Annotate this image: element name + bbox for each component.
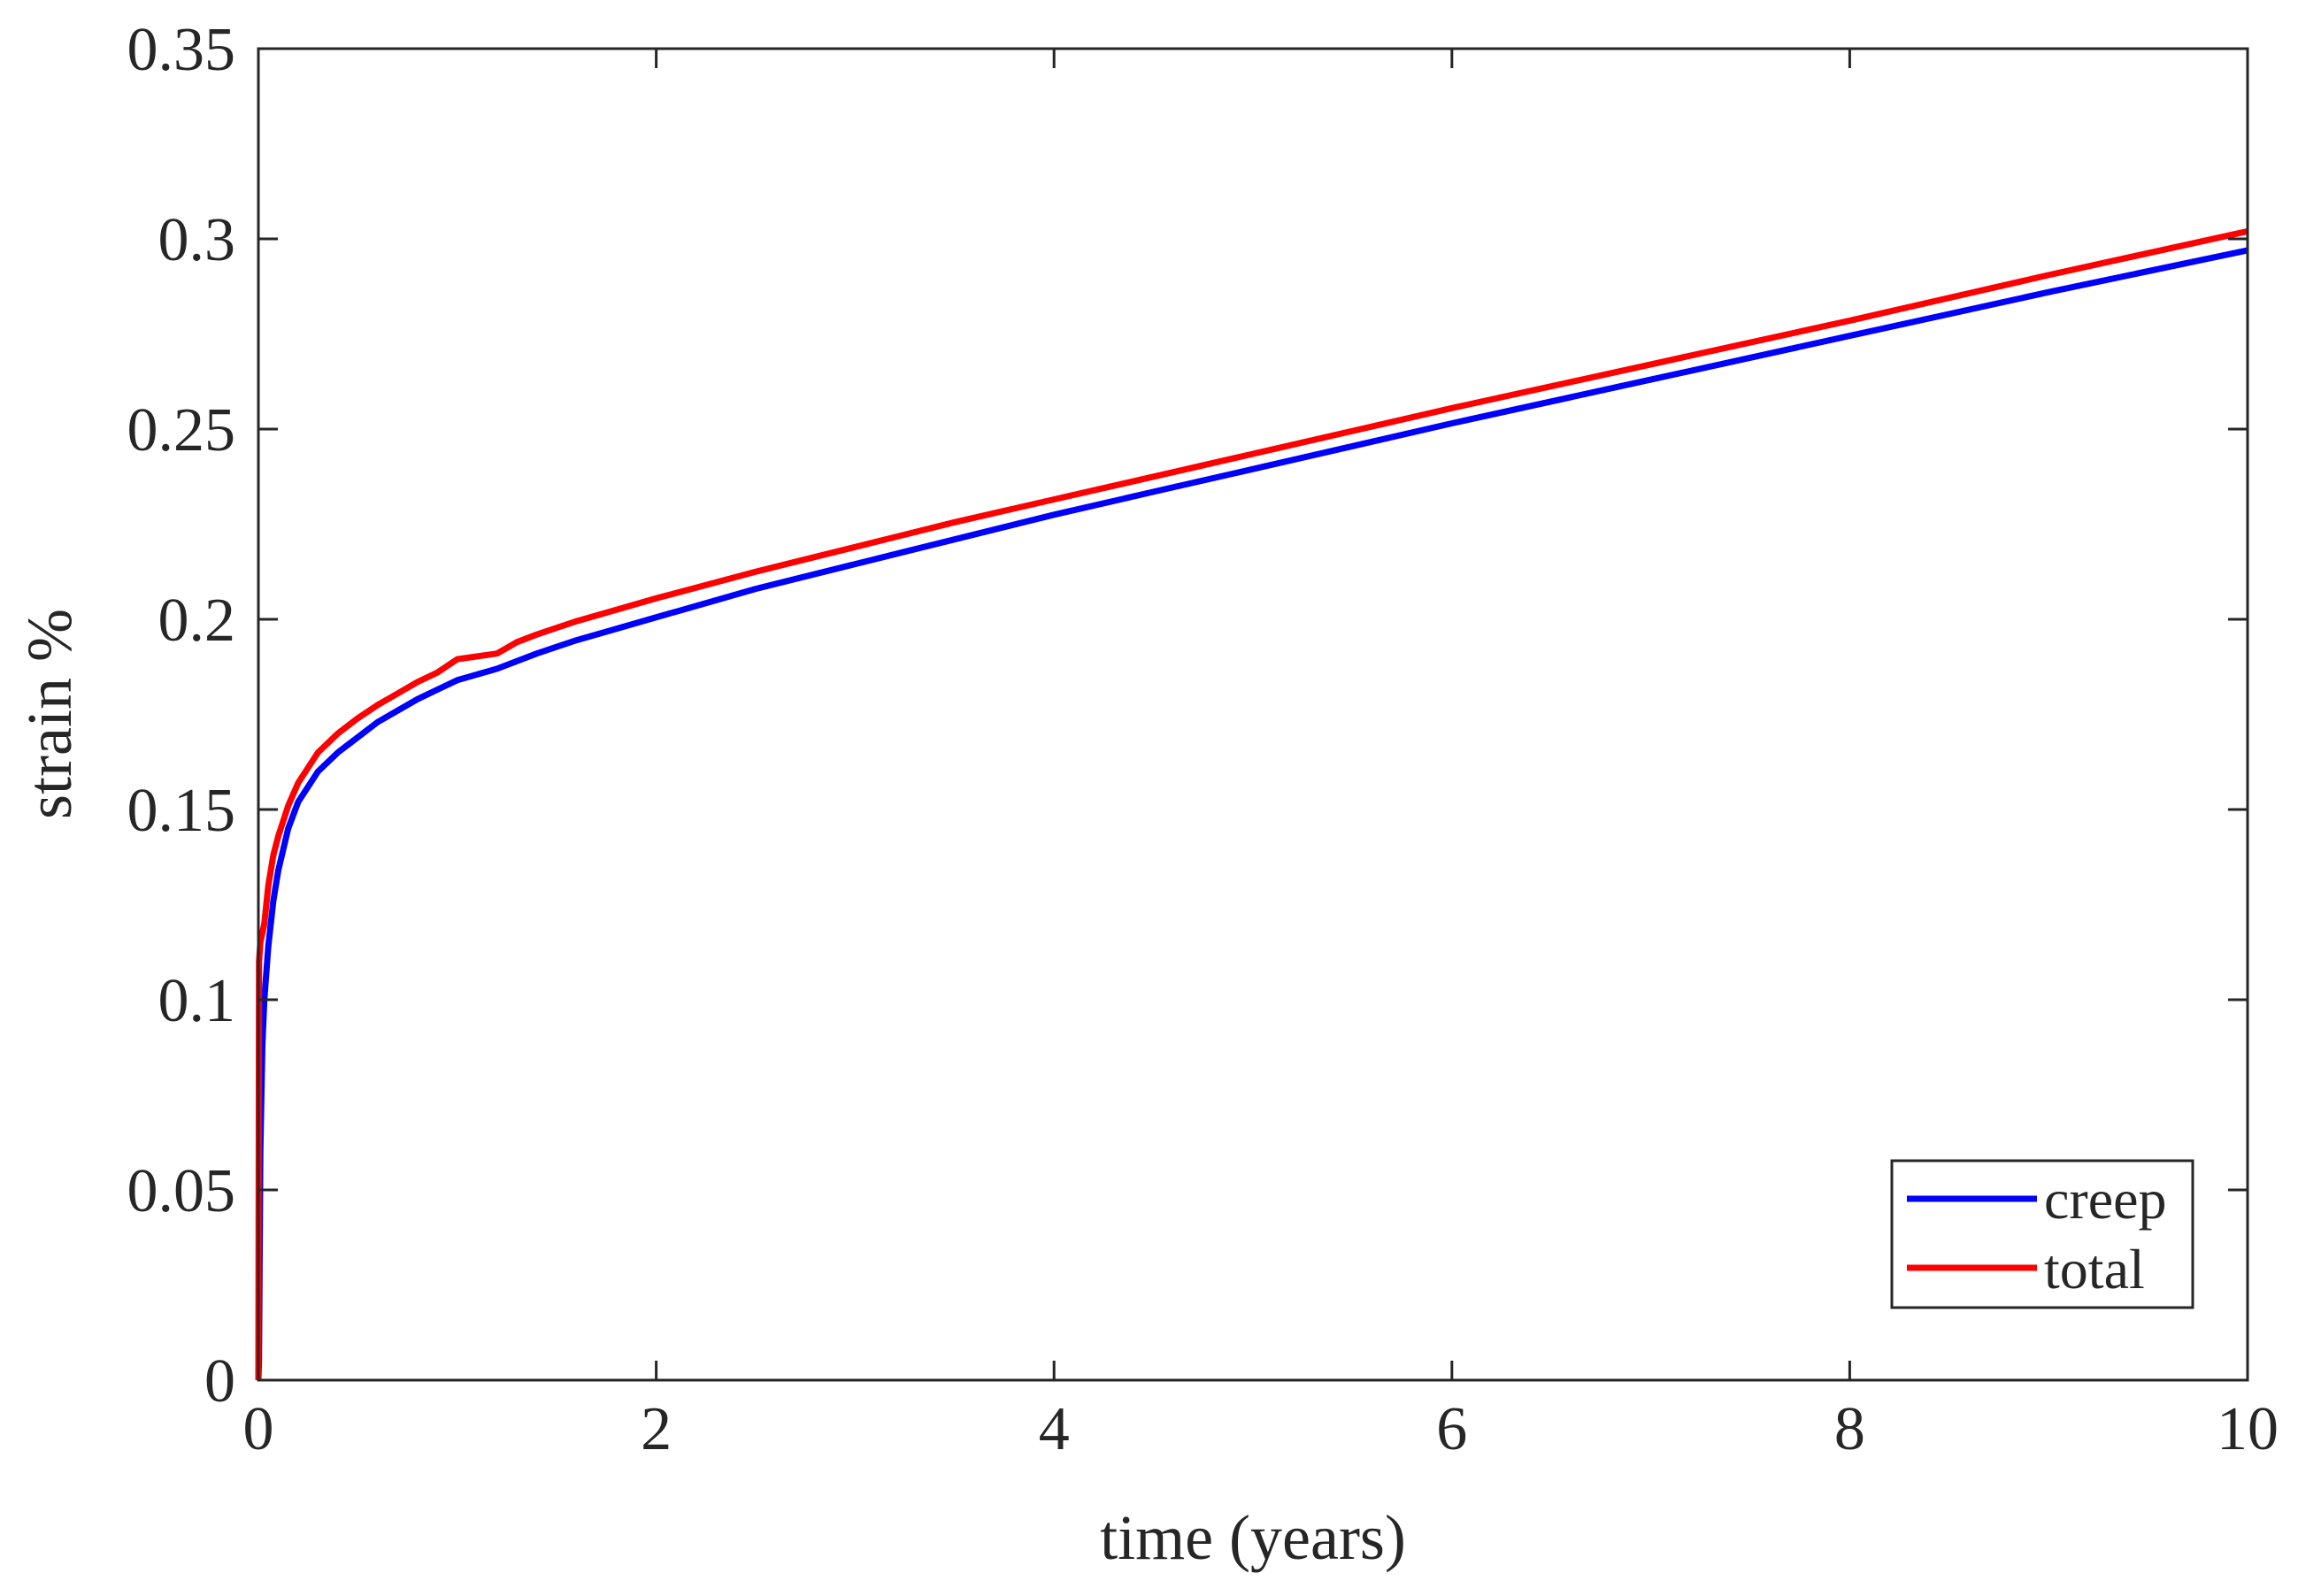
series-line-creep (255, 247, 2248, 1381)
x-axis-label: time (years) (1100, 1502, 1406, 1573)
legend-label-total: total (2044, 1238, 2145, 1301)
y-tick-label: 0.25 (127, 396, 236, 464)
y-tick-label: 0 (204, 1347, 235, 1416)
y-tick-label: 0.2 (158, 587, 236, 655)
y-tick-label: 0.15 (127, 777, 236, 845)
ticks-layer: 0 2 4 6 8 10 0 0.05 0.1 0.15 0.2 0.25 0.3 0.35 (127, 16, 2279, 1463)
y-tick-label: 0.35 (127, 16, 236, 84)
y-tick-label: 0.05 (127, 1157, 236, 1225)
series-layer (255, 227, 2248, 1381)
plot-area (258, 49, 2248, 1380)
legend: creep total (1890, 1159, 2194, 1309)
x-tick-label: 6 (1436, 1395, 1467, 1463)
y-axis-label: strain % (14, 609, 85, 819)
y-tick-label: 0.1 (158, 967, 236, 1035)
x-tick-label: 4 (1039, 1395, 1070, 1463)
x-tick-label: 0 (243, 1395, 274, 1463)
axes-frame (257, 47, 2249, 1382)
x-tick-label: 8 (1834, 1395, 1865, 1463)
x-tick-label: 2 (641, 1395, 672, 1463)
series-line-total (255, 227, 2248, 1381)
legend-label-creep: creep (2044, 1168, 2167, 1231)
x-tick-label: 10 (2217, 1395, 2279, 1463)
y-tick-label: 0.3 (158, 206, 236, 274)
legend-box (1890, 1159, 2194, 1309)
